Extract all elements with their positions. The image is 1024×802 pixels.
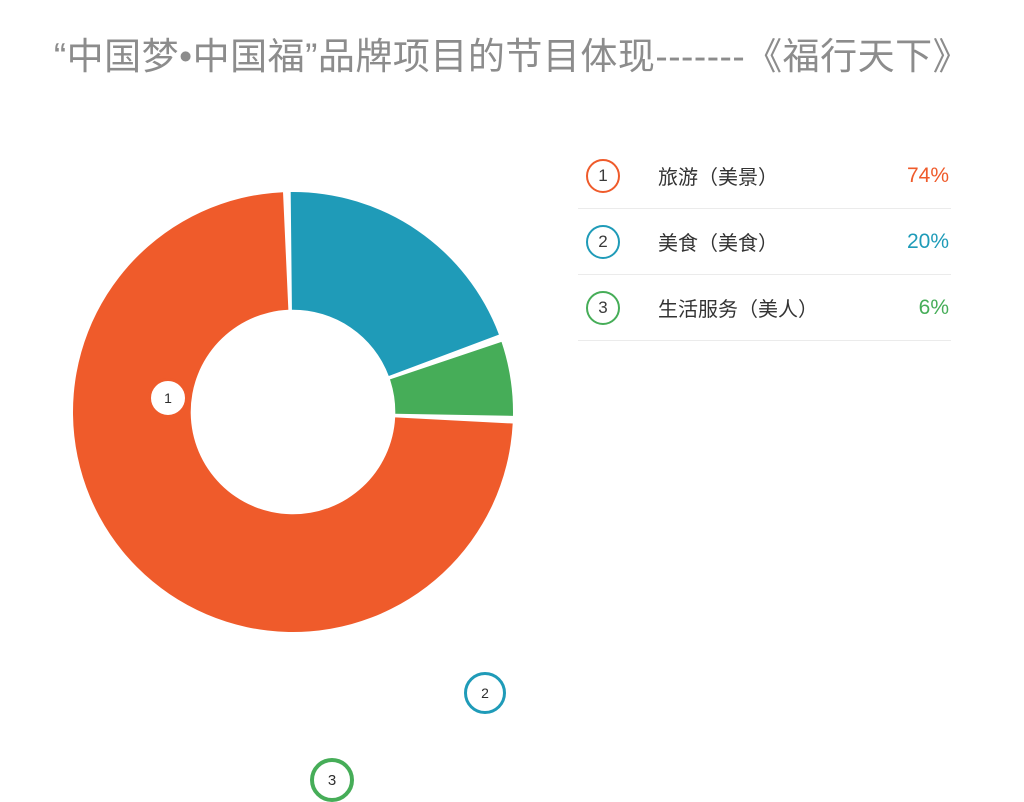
chart-legend: 1 旅游（美景） 74% 2 美食（美食） 20% 3 生活服务（美人） 6%: [578, 143, 951, 341]
legend-row-life[interactable]: 3 生活服务（美人） 6%: [578, 275, 951, 341]
legend-badge-3-icon: 3: [586, 290, 620, 325]
legend-value-travel: 74%: [906, 163, 949, 187]
legend-badge-2-icon: 2: [586, 224, 620, 259]
chart-callout-1[interactable]: 1: [148, 378, 188, 418]
legend-badge-2-number: 2: [598, 231, 608, 251]
donut-slices: [72, 192, 513, 632]
chart-callout-3-number: 3: [327, 771, 337, 789]
legend-row-food[interactable]: 2 美食（美食） 20%: [578, 209, 951, 275]
legend-row-travel[interactable]: 1 旅游（美景） 74%: [578, 143, 951, 209]
legend-badge-1-number: 1: [598, 165, 608, 185]
legend-badge-1-icon: 1: [586, 158, 620, 193]
legend-badge-3-number: 3: [598, 297, 608, 317]
donut-chart-svg: [72, 192, 513, 632]
chart-callout-2[interactable]: 2: [464, 672, 506, 714]
donut-chart: 1 2 3: [20, 150, 570, 802]
donut-slice-travel[interactable]: [72, 192, 513, 632]
donut-slice-food[interactable]: [290, 192, 499, 377]
donut-slice-life[interactable]: [389, 341, 513, 416]
chart-callout-3[interactable]: 3: [310, 758, 354, 802]
legend-label-food: 美食（美食）: [658, 233, 778, 255]
chart-callout-1-number: 1: [164, 390, 172, 406]
legend-label-life: 生活服务（美人）: [658, 299, 818, 321]
legend-value-life: 6%: [918, 295, 949, 319]
legend-label-travel: 旅游（美景）: [658, 167, 778, 189]
legend-value-food: 20%: [906, 229, 949, 253]
chart-callout-2-number: 2: [481, 685, 489, 701]
page-title: “中国梦•中国福”品牌项目的节目体现-------《福行天下》: [53, 36, 971, 77]
